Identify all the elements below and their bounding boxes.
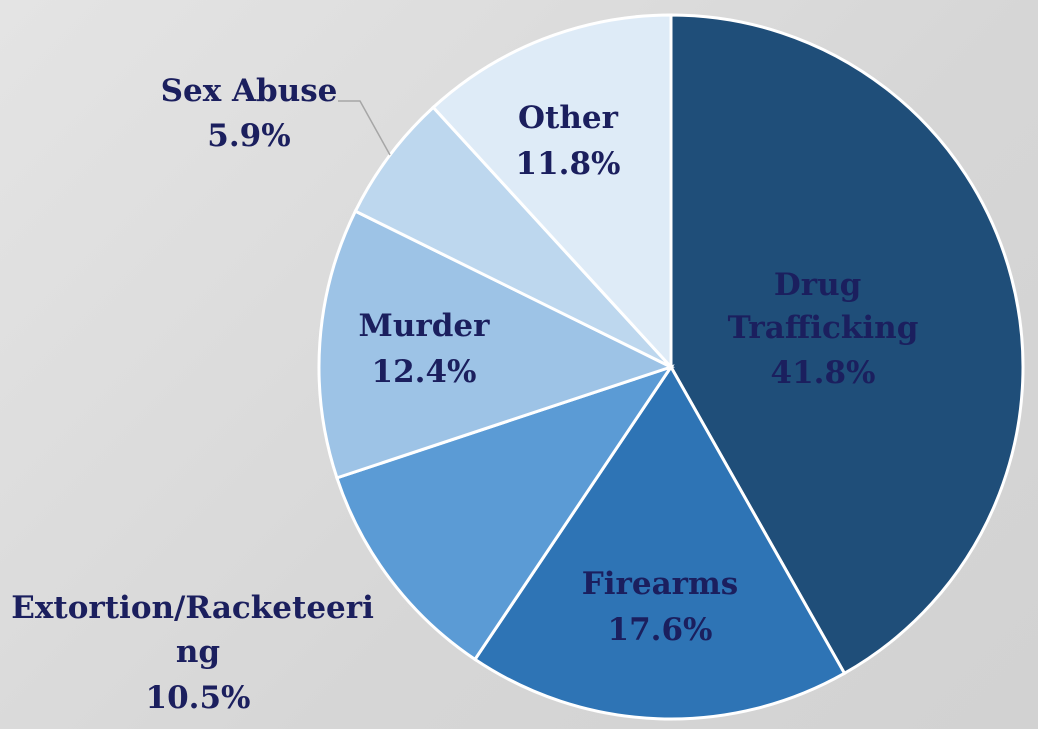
slice-label-murder: Murder xyxy=(359,308,491,344)
pie-slice-murder xyxy=(317,209,675,480)
slice-label-drug-trafficking-line2: Trafficking xyxy=(728,310,919,346)
slice-label-extortion-racketeering: Extortion/Racketeeri ng xyxy=(11,590,384,670)
pie-slice-sex-abuse xyxy=(353,105,673,369)
slices-layer xyxy=(317,13,1025,721)
slice-label-extortion-racketeering-line2: ng xyxy=(176,634,220,670)
labels-layer: Drug Trafficking 41.8% Firearms 17.6% Ex… xyxy=(11,73,918,716)
slice-value-drug-trafficking: 41.8% xyxy=(771,355,876,391)
pie-slice-other xyxy=(431,13,673,371)
pie-slice-extortion-racketeering xyxy=(335,364,675,662)
slice-label-extortion-racketeering-text: Extortion/Racketeeri xyxy=(11,590,374,626)
pie-slice-drug-trafficking xyxy=(669,13,1025,676)
slice-label-other: Other xyxy=(518,100,619,136)
slice-value-sex-abuse: 5.9% xyxy=(207,118,290,154)
slice-label-drug-trafficking: Drug xyxy=(774,267,861,303)
slice-label-firearms: Firearms xyxy=(582,566,739,602)
slice-value-extortion-racketeering: 10.5% xyxy=(146,680,251,716)
slice-value-other: 11.8% xyxy=(516,146,621,182)
pie-slice-firearms xyxy=(472,364,847,721)
slice-label-sex-abuse: Sex Abuse xyxy=(161,73,338,109)
sex-abuse-leader-line xyxy=(338,100,391,156)
slice-label-drug-trafficking-line1: Drug Trafficking xyxy=(728,267,919,346)
slice-value-firearms: 17.6% xyxy=(608,612,713,648)
slice-value-murder: 12.4% xyxy=(372,354,477,390)
